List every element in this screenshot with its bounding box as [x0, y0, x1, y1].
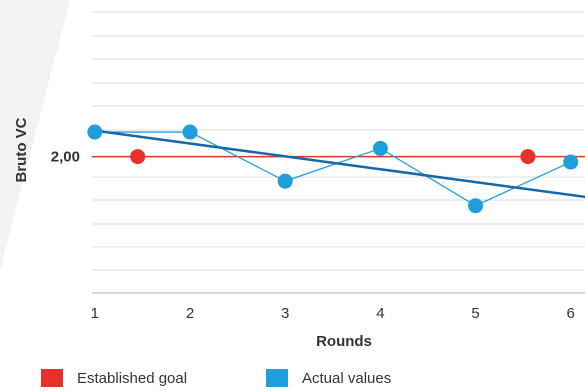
axis-tick-labels: 1 2 3 4 5 6 2,00 — [51, 149, 575, 322]
x-tick-label: 4 — [376, 305, 384, 322]
actual-value-point — [87, 124, 103, 140]
actual-value-point — [372, 140, 388, 156]
goal-point — [520, 149, 536, 165]
x-tick-label: 5 — [471, 305, 479, 322]
actual-value-point — [468, 198, 484, 214]
y-axis-label: Bruto VC — [13, 117, 30, 182]
y-tick-label: 2,00 — [51, 149, 80, 166]
legend-swatch-actual — [266, 369, 288, 387]
x-tick-label: 1 — [91, 305, 99, 322]
goal-point — [130, 149, 146, 165]
legend-item-established-goal: Established goal — [41, 369, 187, 387]
actual-value-point — [563, 154, 579, 170]
x-tick-label: 6 — [567, 305, 575, 322]
legend-swatch-goal — [41, 369, 63, 387]
chart-series — [94, 131, 571, 207]
x-axis-label: Rounds — [316, 333, 372, 350]
actual-value-point — [182, 124, 198, 140]
background-wedge — [0, 0, 70, 270]
legend-label-goal: Established goal — [77, 369, 188, 387]
legend-item-actual-values: Actual values — [266, 369, 391, 387]
x-tick-label: 2 — [186, 305, 194, 322]
actual-value-point — [277, 173, 293, 189]
chart-points — [87, 124, 579, 214]
trend-line — [94, 129, 585, 199]
x-tick-label: 3 — [281, 305, 289, 322]
gridlines — [92, 11, 585, 294]
trendline — [94, 129, 585, 199]
actual-values-line — [94, 131, 571, 207]
legend-label-actual: Actual values — [302, 369, 392, 387]
